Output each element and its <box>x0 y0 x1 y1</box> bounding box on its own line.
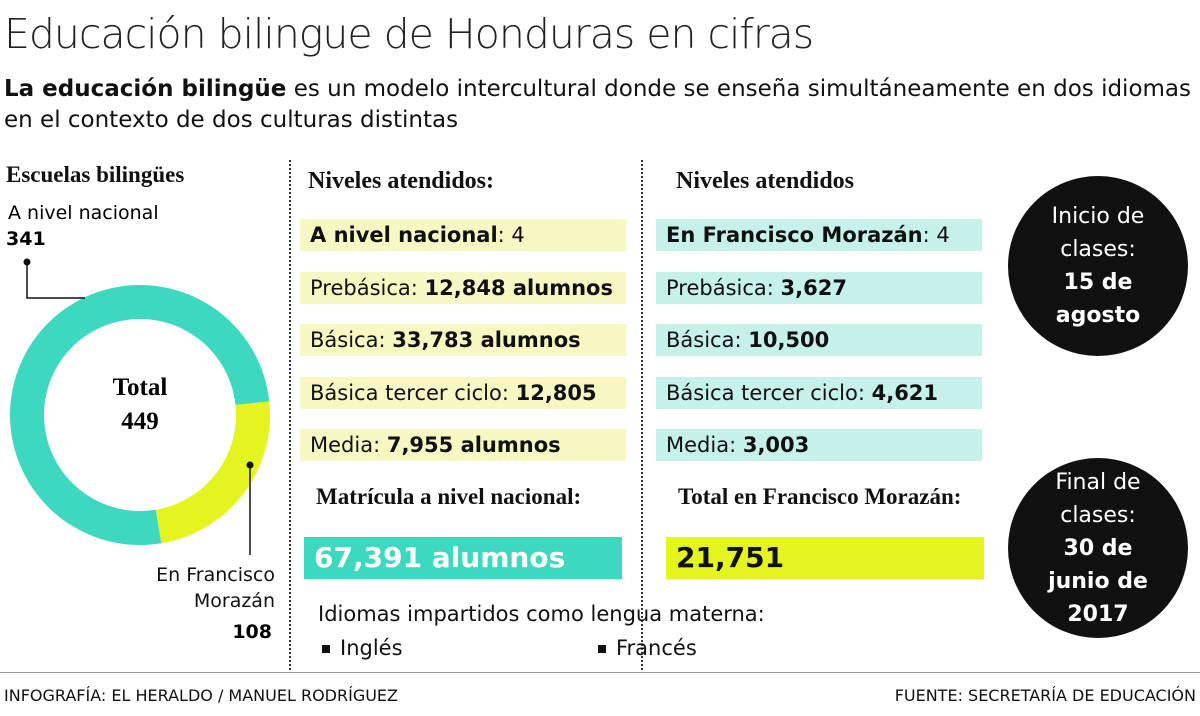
category-label-box: En Francisco Morazán <box>156 564 275 612</box>
level-row: Prebásica: 3,627 <box>656 271 982 304</box>
bold-text: A nivel nacional <box>310 223 498 247</box>
bold-text: 12,848 alumnos <box>424 275 613 300</box>
text: es un modelo intercultural donde se ense… <box>4 76 1191 133</box>
total-heading: Matrícula a nivel nacional: <box>316 484 582 509</box>
bold-text: junio de <box>1048 568 1148 594</box>
divider <box>641 160 643 670</box>
level-row: Media: 7,955 alumnos <box>300 429 626 461</box>
text: Básica: <box>310 328 393 352</box>
bold-text: 7,955 alumnos <box>386 433 561 457</box>
category-label: A nivel nacional <box>8 202 159 224</box>
end-date: Final de clases: 30 de junio de 2017 <box>1008 458 1188 638</box>
column-heading: Niveles atendidos <box>676 168 855 194</box>
text: Básica tercer ciclo: <box>666 380 872 405</box>
bold-text: 2017 <box>1067 601 1129 627</box>
total-box: 67,391 alumnos <box>304 537 622 579</box>
value-label: 341 <box>6 228 46 250</box>
donut-chart: Total 449 A nivel nacional 341 En Francisco … <box>6 202 275 643</box>
bold-text: 12,805 <box>515 380 597 405</box>
bold-text: En Francisco Morazán <box>666 223 923 247</box>
center-value: 449 <box>121 408 159 435</box>
bullet <box>598 645 606 653</box>
title: Educación bilingue de Honduras en cifras <box>4 10 814 58</box>
donut-segment <box>155 401 270 544</box>
text: Básica tercer ciclo: <box>310 380 516 405</box>
bullet <box>322 645 330 653</box>
bold-text: 10,500 <box>748 328 830 352</box>
source: FUENTE: SECRETARÍA DE EDUCACIÓN <box>894 686 1196 705</box>
text: Final de <box>1055 469 1141 495</box>
center-label: Total <box>113 374 168 401</box>
text: Media: <box>310 433 387 457</box>
start-date: Inicio de clases: 15 de agosto <box>1008 176 1188 356</box>
level-row: Media: 3,003 <box>656 429 982 461</box>
footer-rule <box>0 672 1200 673</box>
bold-text: 3,627 <box>780 275 847 300</box>
text: : 4 <box>497 223 525 247</box>
bold-text: agosto <box>1055 303 1141 328</box>
level-row: Básica: 10,500 <box>656 324 982 356</box>
bold-text: La educación bilingüe <box>4 76 287 102</box>
text: Inicio de <box>1051 204 1145 229</box>
bold-text: 33,783 alumnos <box>392 328 581 352</box>
subtitle: La educación bilingüe es un modelo inter… <box>4 74 1194 136</box>
bold-text: 4,621 <box>871 380 939 405</box>
divider <box>289 160 291 670</box>
bold-text: 30 de <box>1063 535 1133 561</box>
total-box: 21,751 <box>666 537 984 579</box>
text: Básica: <box>666 328 749 352</box>
level-row: Básica tercer ciclo: 4,621 <box>656 376 982 409</box>
column-heading: Niveles atendidos: <box>308 168 494 194</box>
value-label: 108 <box>232 621 272 643</box>
leader-line <box>26 262 85 299</box>
bold-text: 3,003 <box>742 433 810 457</box>
level-row: A nivel nacional: 4 <box>300 219 626 251</box>
language: Francés <box>616 636 697 660</box>
text: Prebásica: <box>666 275 781 300</box>
text: : 4 <box>922 223 950 247</box>
text: clases: <box>1060 502 1136 528</box>
bold-text: 15 de <box>1063 270 1133 295</box>
level-row: Prebásica: 12,848 alumnos <box>300 271 626 304</box>
level-row: Básica tercer ciclo: 12,805 <box>300 376 626 409</box>
total-heading: Total en Francisco Morazán: <box>678 484 962 509</box>
category-label: En Francisco Morazán <box>156 564 275 612</box>
languages-heading: Idiomas impartidos como lengua materna: <box>318 602 765 626</box>
text: clases: <box>1060 237 1136 262</box>
donut-title: Escuelas bilingües <box>6 162 185 187</box>
credit: INFOGRAFÍA: EL HERALDO / MANUEL RODRÍGUE… <box>4 686 398 705</box>
language: Inglés <box>340 636 403 660</box>
level-row: Básica: 33,783 alumnos <box>300 324 626 356</box>
text: Media: <box>666 433 743 457</box>
text: Prebásica: <box>310 275 425 300</box>
level-row: En Francisco Morazán: 4 <box>656 219 982 251</box>
